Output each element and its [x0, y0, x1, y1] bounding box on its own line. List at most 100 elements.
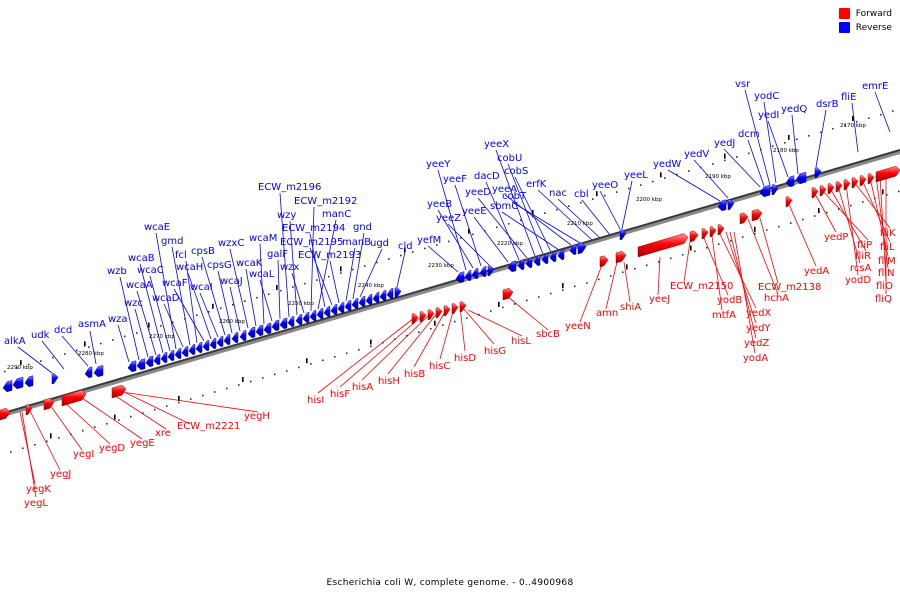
track-tick: [468, 228, 470, 234]
reverse-gene: [785, 175, 795, 188]
reverse-gene: [247, 326, 256, 339]
leader-line: [309, 233, 326, 308]
forward-gene: [843, 179, 851, 191]
leader-line: [767, 120, 789, 178]
track-dot: [496, 226, 498, 229]
forward-gene: [751, 208, 763, 222]
track-dot: [256, 296, 258, 299]
reverse-gene: [525, 256, 533, 269]
track-dot: [292, 286, 294, 288]
reverse-gene-label: wzc: [124, 298, 143, 309]
forward-gene: [443, 305, 451, 317]
leader-line: [605, 261, 618, 310]
leader-line: [134, 308, 149, 358]
reverse-gene-label: wcaK: [236, 258, 263, 269]
leader-line: [507, 163, 544, 255]
track-dot: [208, 311, 210, 313]
leader-line: [845, 183, 859, 276]
leader-line: [511, 201, 581, 244]
reverse-gene-label: cbl: [574, 189, 589, 200]
forward-gene-label: ECW_m2138: [758, 282, 821, 293]
reverse-gene: [209, 337, 217, 350]
backbone-shadow: [0, 150, 900, 418]
leader-line: [361, 313, 431, 381]
axis-label: 2260 kbp: [219, 319, 245, 325]
leader-line: [396, 251, 406, 288]
track-dot: [334, 356, 336, 358]
legend-forward-swatch: [838, 8, 850, 19]
reverse-gene: [181, 345, 189, 358]
reverse-gene: [337, 301, 345, 314]
track-tick: [84, 341, 86, 347]
track-dot: [586, 282, 588, 284]
reverse-gene: [795, 171, 807, 185]
reverse-gene-label: wcaM: [249, 233, 277, 244]
leader-line: [345, 247, 356, 302]
track-dot: [676, 173, 678, 176]
forward-gene-label: hisA: [352, 382, 373, 393]
reverse-gene-label: gmd: [161, 236, 183, 247]
leader-line: [473, 216, 509, 263]
track-dot: [580, 201, 582, 204]
reverse-gene-label: cobU: [497, 153, 522, 164]
leader-line: [61, 399, 111, 445]
track-dot: [802, 218, 804, 221]
track-dot: [304, 282, 306, 285]
leader-line: [289, 220, 298, 316]
track-dot: [814, 215, 816, 217]
leader-line: [462, 307, 495, 345]
leader-line: [787, 201, 817, 267]
forward-gene-label: yegI: [73, 449, 94, 460]
track-dot: [358, 349, 360, 351]
reverse-gene: [263, 322, 272, 335]
reverse-gene: [814, 167, 822, 179]
reverse-gene-label: yeeY: [426, 159, 451, 170]
reverse-gene-label: wcaD: [152, 293, 180, 304]
track-tick: [148, 322, 150, 328]
track-dot: [754, 232, 756, 235]
track-dot: [874, 197, 876, 200]
leader-lines: [17, 89, 891, 498]
track-dot: [832, 127, 834, 130]
track-tick: [818, 208, 820, 214]
leader-line: [861, 179, 891, 243]
leader-line: [310, 206, 315, 312]
reverse-gene: [145, 355, 154, 368]
track-dot: [856, 120, 858, 123]
reverse-gene: [231, 331, 239, 344]
leader-line: [719, 233, 757, 309]
reverse-gene: [309, 309, 317, 322]
reverse-gene-label: udk: [31, 330, 50, 341]
track-dot: [10, 451, 12, 453]
reverse-gene-label: yeeX: [484, 139, 509, 150]
track-dot: [88, 346, 90, 348]
reverse-gene: [136, 358, 146, 371]
axis-label: 2170 kbp: [840, 123, 866, 129]
track-dot: [664, 177, 666, 179]
forward-gene-label: yodA: [743, 353, 768, 364]
reverse-gene: [507, 260, 517, 273]
reverse-gene: [188, 343, 196, 356]
leader-line: [879, 175, 887, 282]
forward-gene-label: fliR: [855, 251, 871, 262]
track-dot: [412, 251, 414, 253]
track-dot: [736, 156, 738, 158]
track-dot: [562, 289, 564, 291]
reverse-gene: [771, 184, 779, 196]
leader-line: [217, 270, 233, 334]
track-dot: [826, 211, 828, 214]
leader-line: [187, 272, 212, 340]
reverse-gene: [174, 347, 182, 360]
leader-line: [113, 394, 167, 430]
forward-gene-label: yedP: [824, 232, 848, 243]
forward-gene: [435, 307, 443, 319]
axis-label: 2290 kbp: [7, 365, 33, 371]
forward-gene-label: sbcB: [536, 329, 560, 340]
forward-gene-label: yeeJ: [649, 294, 670, 305]
track-dot: [766, 229, 768, 231]
track-dot: [742, 236, 744, 238]
reverse-gene-label: dacD: [474, 171, 500, 182]
track-dot: [82, 429, 84, 432]
track-tick: [690, 245, 692, 251]
leader-line: [359, 248, 383, 298]
